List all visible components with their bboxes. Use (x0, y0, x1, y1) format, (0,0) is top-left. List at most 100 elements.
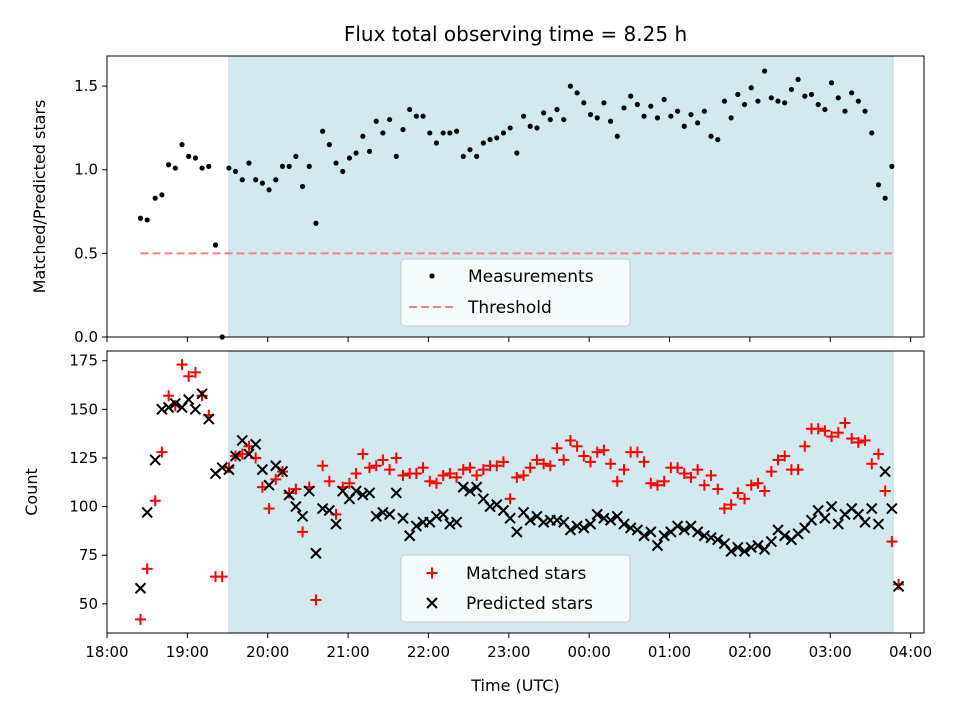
x-tick-label: 23:00 (487, 643, 530, 661)
y-tick-label: 150 (69, 400, 98, 418)
measurement-point (842, 108, 848, 114)
matched-star-point (364, 462, 376, 474)
matched-star-point (544, 460, 556, 472)
matched-star-point (611, 475, 623, 487)
matched-star-point (323, 475, 335, 487)
predicted-star-point (584, 518, 597, 530)
measurement-point (212, 242, 219, 248)
matched-star-point (698, 479, 710, 491)
y-tick-label: 1.0 (74, 161, 98, 179)
measurement-point (614, 133, 620, 139)
matched-star-point (799, 440, 811, 452)
measurement-point (695, 120, 701, 126)
x-tick-label: 01:00 (648, 643, 691, 661)
matched-star-point (571, 440, 583, 452)
matched-star-point (471, 469, 483, 481)
measurement-point (346, 155, 353, 161)
measurement-point (674, 108, 681, 114)
measurement-point (400, 126, 406, 133)
matched-star-point (444, 468, 456, 480)
matched-star-point (464, 462, 476, 474)
measurement-point (514, 150, 520, 156)
predicted-star-point (323, 504, 336, 517)
measurement-point (166, 162, 172, 168)
measurement-point (239, 177, 245, 183)
predicted-star-point (464, 485, 476, 497)
measurement-point (480, 140, 486, 146)
matched-star-point (538, 458, 550, 470)
matched-star-point (605, 458, 617, 470)
matched-star-point (397, 469, 409, 481)
measurement-point (822, 106, 828, 113)
measurement-point (286, 163, 292, 169)
matched-star-point (826, 431, 838, 443)
predicted-star-point (752, 539, 764, 552)
measurement-point (507, 125, 513, 131)
chart-title: Flux total observing time = 8.25 h (344, 22, 687, 46)
measurement-point (855, 98, 861, 104)
matched-star-point (518, 469, 530, 481)
predicted-star-point (624, 522, 637, 534)
legend-marker-matched (426, 567, 438, 579)
matched-star-point (585, 456, 597, 468)
matched-star-point (189, 366, 201, 378)
predicted-star-point (149, 454, 161, 466)
predicted-star-point (598, 512, 610, 524)
predicted-star-point (678, 524, 690, 536)
matched-star-point (631, 446, 643, 458)
predicted-star-point (651, 539, 664, 552)
predicted-star-point (511, 526, 523, 538)
matched-star-point (377, 454, 389, 466)
measurement-point (253, 177, 259, 183)
measurement-point (199, 165, 205, 171)
x-tick-label: 21:00 (326, 643, 369, 661)
measurement-point (715, 137, 721, 143)
measurement-point (574, 90, 580, 96)
measurement-point (688, 111, 694, 118)
matched-star-point (350, 468, 362, 480)
measurement-point (320, 128, 326, 134)
predicted-star-point (691, 526, 704, 538)
measurement-point (427, 130, 433, 136)
matched-star-point (370, 460, 382, 472)
predicted-star-point (712, 533, 724, 546)
predicted-star-point (357, 489, 369, 501)
measurement-point (587, 111, 594, 118)
measurement-point (889, 163, 895, 169)
x-tick-label: 02:00 (728, 643, 771, 661)
bottom-panel: 50 75 100 125 150 175 18:00 19:00 20:00 21:00 22:… (22, 350, 932, 695)
predicted-star-point (765, 535, 778, 548)
matched-star-point (893, 578, 905, 590)
measurement-point (387, 116, 393, 123)
measurement-point (246, 160, 252, 166)
matched-star-point (839, 417, 851, 429)
matched-star-point (866, 458, 878, 470)
matched-star-point (705, 469, 717, 481)
measurement-point (500, 130, 507, 136)
legend-label-predicted: Predicted stars (466, 594, 593, 614)
measurement-point (266, 187, 272, 193)
matched-star-point (879, 485, 891, 497)
predicted-star-point (564, 524, 577, 536)
matched-star-point (196, 390, 208, 402)
measurement-point (654, 115, 661, 121)
matched-star-point (343, 477, 355, 489)
bottom-y-axis-label: Count (22, 468, 41, 516)
predicted-star-point (705, 531, 717, 544)
matched-star-point (451, 471, 463, 483)
measurement-point (701, 108, 707, 114)
predicted-star-point (430, 510, 443, 523)
predicted-star-point (819, 512, 831, 524)
legend-marker-predicted (426, 597, 438, 609)
y-tick-label: 1.5 (74, 77, 98, 95)
matched-star-point (598, 444, 610, 456)
predicted-star-point (658, 530, 670, 542)
predicted-star-point (363, 487, 376, 499)
x-tick-label: 04:00 (889, 643, 932, 661)
matched-star-point (591, 446, 603, 458)
measurement-point (594, 115, 600, 121)
matched-star-point (511, 471, 523, 483)
matched-star-point (183, 370, 195, 382)
measurement-point (641, 113, 647, 119)
matched-star-point (765, 466, 777, 478)
